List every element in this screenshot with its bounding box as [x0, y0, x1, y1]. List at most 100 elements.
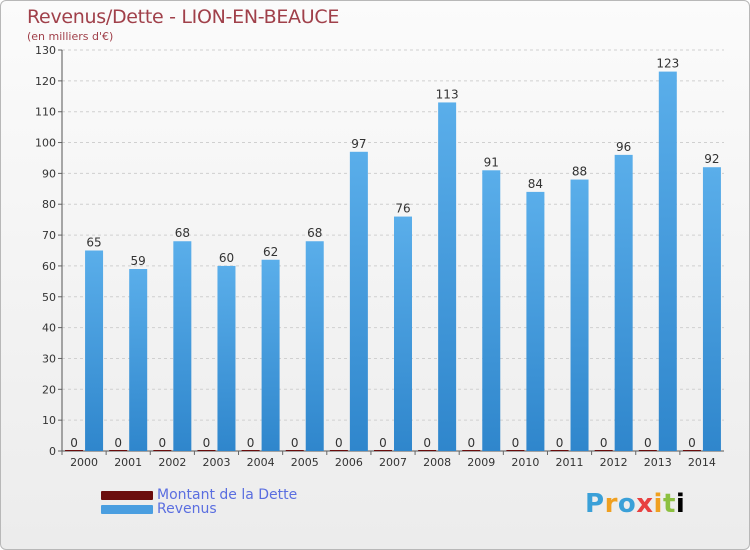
legend-item-revenus: Revenus [101, 501, 217, 517]
bar-dette [462, 450, 481, 451]
bar-revenus [702, 167, 721, 451]
bar-revenus [614, 154, 633, 451]
data-label-revenus: 96 [616, 140, 631, 154]
data-label-dette: 0 [423, 436, 431, 450]
data-label-revenus: 68 [175, 226, 190, 240]
data-label-revenus: 123 [656, 57, 679, 71]
x-tick-label: 2001 [114, 456, 142, 469]
bar-dette [65, 450, 84, 451]
bar-dette [329, 450, 348, 451]
x-tick-label: 2014 [688, 456, 716, 469]
bar-revenus [261, 259, 280, 451]
bar-revenus [394, 216, 412, 451]
x-tick-label: 2013 [644, 456, 672, 469]
data-label-revenus: 76 [395, 202, 410, 216]
chart-title: Revenus/Dette - LION-EN-BEAUCE [27, 6, 340, 28]
bar-revenus [526, 191, 545, 451]
x-tick-label: 2000 [70, 456, 98, 469]
y-tick-label: 50 [42, 291, 56, 304]
data-label-dette: 0 [291, 436, 299, 450]
data-label-revenus: 88 [572, 165, 587, 179]
legend-label-dette: Montant de la Dette [157, 487, 298, 503]
x-tick-label: 2005 [291, 456, 319, 469]
y-tick-label: 10 [42, 414, 56, 427]
bar-revenus [349, 151, 368, 452]
y-tick-label: 120 [35, 75, 56, 88]
data-label-dette: 0 [467, 436, 475, 450]
data-label-revenus: 84 [528, 177, 543, 191]
y-tick-label: 130 [35, 44, 56, 57]
data-label-dette: 0 [512, 436, 520, 450]
data-label-revenus: 62 [263, 245, 278, 259]
bar-dette [197, 450, 216, 451]
data-label-dette: 0 [644, 436, 652, 450]
y-tick-label: 80 [42, 198, 56, 211]
legend-swatch-dette [101, 490, 153, 500]
bar-dette [550, 450, 569, 451]
y-tick-label: 70 [42, 229, 56, 242]
x-tick-label: 2009 [467, 456, 495, 469]
data-label-dette: 0 [159, 436, 167, 450]
bar-revenus [85, 250, 104, 451]
bar-revenus [658, 71, 677, 451]
data-label-revenus: 68 [307, 226, 322, 240]
x-tick-label: 2002 [158, 456, 186, 469]
bar-revenus [305, 241, 324, 451]
y-tick-label: 100 [35, 137, 56, 150]
bar-revenus [173, 241, 192, 451]
y-tick-label: 90 [42, 167, 56, 180]
chart-subtitle: (en milliers d'€) [27, 30, 114, 43]
data-label-dette: 0 [556, 436, 564, 450]
data-label-dette: 0 [379, 436, 387, 450]
data-label-dette: 0 [600, 436, 608, 450]
bar-dette [638, 450, 657, 451]
bar-revenus [217, 265, 236, 451]
bar-dette [285, 450, 304, 451]
y-tick-label: 60 [42, 260, 56, 273]
bar-revenus [482, 170, 501, 452]
x-tick-label: 2012 [600, 456, 628, 469]
data-label-revenus: 59 [131, 254, 146, 268]
bar-dette [506, 450, 525, 451]
bar-dette [374, 450, 392, 451]
data-label-dette: 0 [247, 436, 255, 450]
x-tick-label: 2003 [202, 456, 230, 469]
data-label-dette: 0 [203, 436, 211, 450]
bar-revenus [570, 179, 589, 452]
bar-revenus [129, 269, 148, 451]
y-tick-label: 20 [42, 383, 56, 396]
data-label-dette: 0 [70, 436, 78, 450]
legend-item-dette: Montant de la Dette [101, 487, 298, 503]
bar-revenus [438, 102, 457, 451]
data-label-dette: 0 [688, 436, 696, 450]
data-label-revenus: 97 [351, 137, 366, 151]
x-tick-label: 2006 [335, 456, 363, 469]
bar-dette [682, 450, 701, 451]
proxiti-logo: Proxiti [585, 489, 686, 519]
y-tick-label: 30 [42, 352, 56, 365]
legend-label-revenus: Revenus [157, 501, 217, 517]
x-tick-label: 2007 [379, 456, 407, 469]
data-label-revenus: 60 [219, 251, 234, 265]
legend-swatch-revenus [101, 504, 153, 514]
bar-dette [594, 450, 613, 451]
x-tick-label: 2008 [423, 456, 451, 469]
data-label-revenus: 92 [704, 152, 719, 166]
bar-dette [109, 450, 128, 451]
x-tick-label: 2011 [556, 456, 584, 469]
data-label-revenus: 91 [484, 155, 499, 169]
bar-dette [418, 450, 437, 451]
bar-dette [241, 450, 260, 451]
x-tick-label: 2004 [247, 456, 275, 469]
x-tick-label: 2010 [511, 456, 539, 469]
data-label-revenus: 65 [86, 236, 101, 250]
y-tick-label: 40 [42, 322, 56, 335]
y-tick-label: 110 [35, 106, 56, 119]
y-tick-label: 0 [49, 445, 56, 458]
bar-dette [153, 450, 172, 451]
data-label-dette: 0 [114, 436, 122, 450]
data-label-revenus: 113 [436, 87, 459, 101]
data-label-dette: 0 [335, 436, 343, 450]
